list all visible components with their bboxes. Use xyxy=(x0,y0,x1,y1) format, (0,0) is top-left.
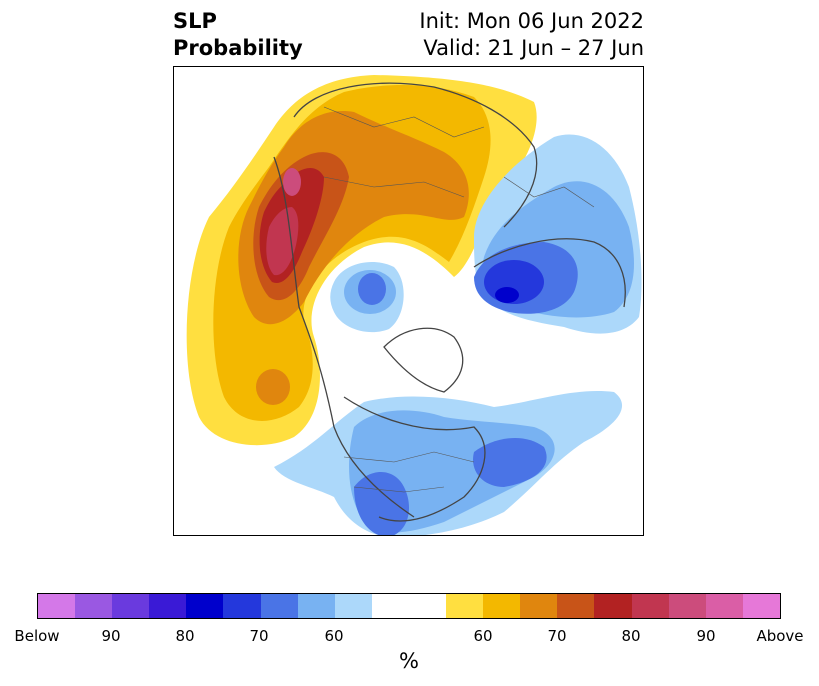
title-line-1: SLP xyxy=(173,9,217,33)
colorbar-segment xyxy=(557,594,595,618)
colorbar-segment xyxy=(631,594,669,618)
above-90-spot xyxy=(283,168,301,196)
colorbar-segment xyxy=(520,594,558,618)
below-70-spot-arctic xyxy=(358,273,386,305)
colorbar-segment xyxy=(742,594,780,618)
colorbar-tick-label: Above xyxy=(756,627,804,645)
colorbar-segment xyxy=(334,594,372,618)
valid-range: Valid: 21 Jun – 27 Jun xyxy=(423,36,644,60)
colorbar-segment xyxy=(223,594,261,618)
title-line-2: Probability xyxy=(173,36,303,60)
map-title: SLP Probability xyxy=(173,8,303,62)
colorbar-segment xyxy=(446,594,484,618)
borders xyxy=(323,106,595,493)
colorbar-tick-label: 70 xyxy=(249,627,269,645)
below-80-spot-east xyxy=(495,287,519,303)
probability-map xyxy=(186,75,642,535)
map-panel xyxy=(173,66,644,536)
colorbar-segment xyxy=(112,594,150,618)
colorbar-segment xyxy=(483,594,521,618)
colorbar-unit: % xyxy=(399,649,419,673)
colorbar-tick-label: Below xyxy=(14,627,60,645)
colorbar-tick-label: 60 xyxy=(324,627,344,645)
colorbar-segment xyxy=(371,594,447,618)
above-85-region xyxy=(266,207,299,276)
coastlines xyxy=(273,82,626,522)
below-70-region-us xyxy=(354,472,409,535)
colorbar-tick-label: 80 xyxy=(175,627,195,645)
colorbar-segment xyxy=(705,594,743,618)
colorbar-tick-label: 80 xyxy=(621,627,641,645)
colorbar-segment xyxy=(75,594,113,618)
colorbar xyxy=(37,593,781,619)
colorbar-segment xyxy=(594,594,632,618)
colorbar-tick-label: 90 xyxy=(101,627,121,645)
colorbar-segment xyxy=(668,594,706,618)
above-70-spot xyxy=(256,369,290,405)
map-dates: Init: Mon 06 Jun 2022 Valid: 21 Jun – 27… xyxy=(419,8,644,62)
colorbar-tick-label: 70 xyxy=(547,627,567,645)
colorbar-segment xyxy=(38,594,76,618)
below-70-region-west xyxy=(473,437,547,487)
colorbar-segment xyxy=(297,594,335,618)
init-date: Init: Mon 06 Jun 2022 xyxy=(419,9,644,33)
colorbar-tick-label: 60 xyxy=(473,627,493,645)
colorbar-segment xyxy=(149,594,187,618)
colorbar-tick-label: 90 xyxy=(696,627,716,645)
colorbar-segment xyxy=(186,594,224,618)
colorbar-segment xyxy=(260,594,298,618)
